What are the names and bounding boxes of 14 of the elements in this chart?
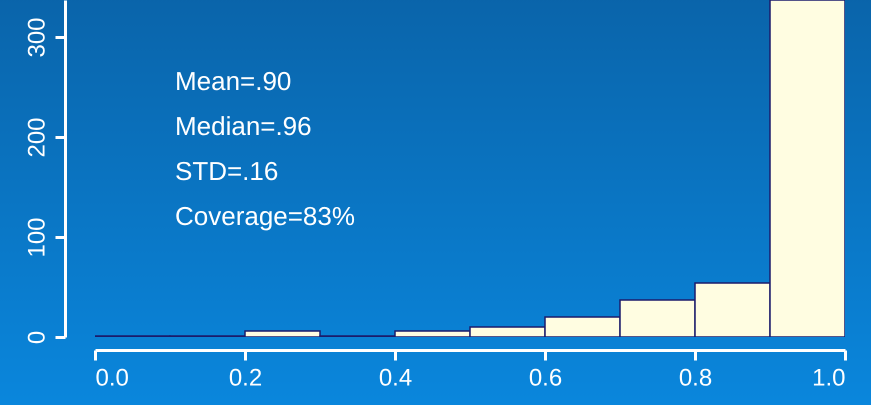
annotation: Median=.96 — [175, 111, 312, 141]
x-tick-label: 0.8 — [678, 364, 712, 392]
y-tick-label: 0 — [24, 330, 50, 344]
annotation: Coverage=83% — [175, 201, 355, 231]
y-tick-label: 200 — [24, 117, 50, 158]
y-tick-label: 300 — [24, 17, 50, 58]
x-tick-label: 0.2 — [228, 364, 262, 392]
x-tick-label: 0.6 — [528, 364, 562, 392]
annotation: Mean=.90 — [175, 66, 292, 96]
x-tick-label: 1.0 — [812, 364, 846, 392]
x-tick-label: 0.0 — [96, 364, 129, 392]
x-tick-label: 0.4 — [378, 364, 412, 392]
annotation: STD=.16 — [175, 156, 278, 186]
y-tick-label: 100 — [24, 217, 50, 258]
